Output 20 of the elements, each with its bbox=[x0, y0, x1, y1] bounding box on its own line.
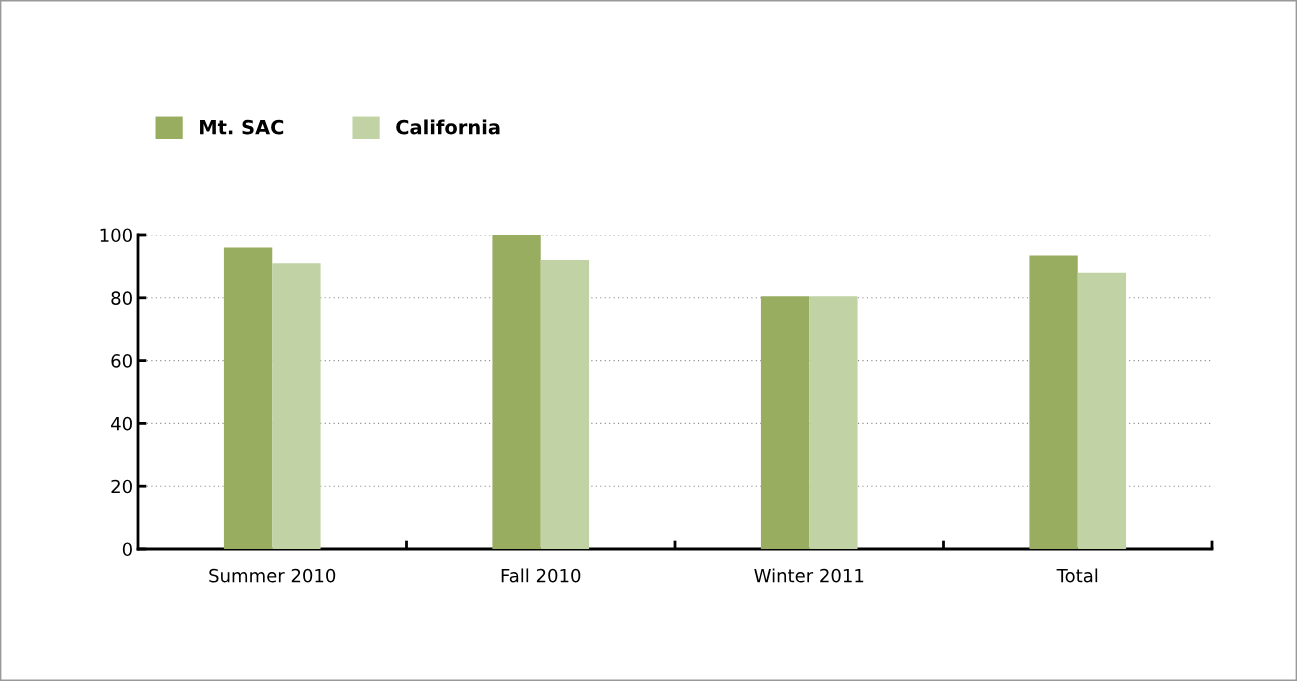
bar bbox=[492, 235, 541, 549]
bar bbox=[540, 260, 590, 549]
y-tick-label: 80 bbox=[111, 291, 132, 305]
y-tick-label: 40 bbox=[111, 416, 132, 431]
bar bbox=[760, 296, 810, 549]
x-tick-label: Total bbox=[1056, 568, 1098, 583]
legend-label: California bbox=[396, 119, 500, 135]
x-tick-label: Winter 2011 bbox=[754, 568, 864, 583]
legend-label: Mt. SAC bbox=[200, 119, 284, 135]
y-tick-label: 20 bbox=[111, 479, 132, 494]
bar bbox=[272, 263, 321, 549]
bar bbox=[1029, 255, 1078, 549]
y-tick-label: 60 bbox=[111, 354, 132, 368]
bar bbox=[1077, 272, 1127, 549]
bar bbox=[809, 296, 858, 549]
x-tick-label: Fall 2010 bbox=[501, 568, 581, 583]
x-tick-label: Summer 2010 bbox=[209, 568, 336, 583]
y-tick-label: 0 bbox=[122, 542, 132, 557]
y-tick-label: 100 bbox=[100, 228, 132, 243]
bar bbox=[223, 247, 273, 549]
